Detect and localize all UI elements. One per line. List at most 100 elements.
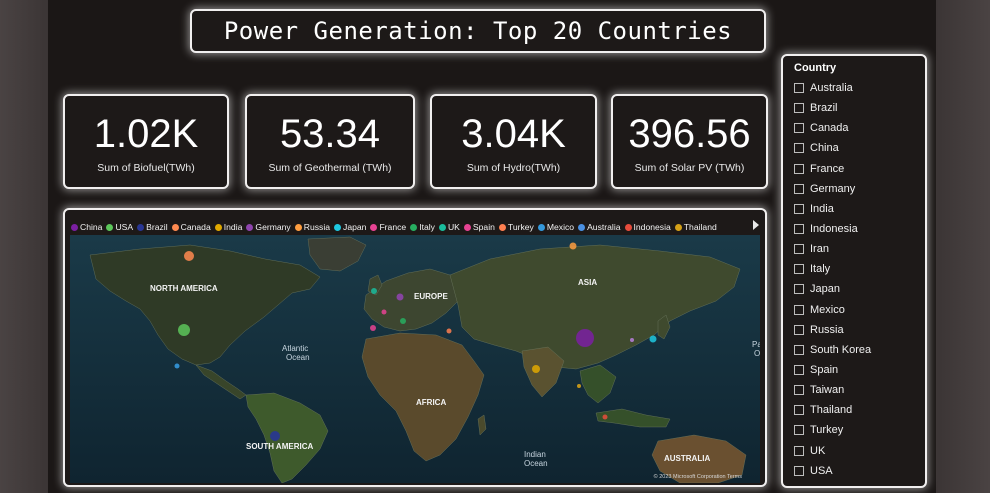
legend-item[interactable]: Canada — [171, 222, 211, 232]
checkbox-icon[interactable] — [794, 224, 804, 235]
slicer-header: Country — [794, 62, 837, 74]
legend-item[interactable]: Mexico — [537, 222, 574, 232]
checkbox-icon[interactable] — [794, 445, 804, 456]
slicer-item[interactable]: South Korea — [794, 340, 871, 360]
checkbox-icon[interactable] — [794, 264, 804, 275]
slicer-item[interactable]: India — [794, 199, 871, 219]
slicer-item[interactable]: Thailand — [794, 400, 871, 420]
checkbox-icon[interactable] — [794, 163, 804, 174]
slicer-item[interactable]: Japan — [794, 279, 871, 299]
slicer-item[interactable]: China — [794, 138, 871, 158]
checkbox-icon[interactable] — [794, 83, 804, 94]
bubble-brazil[interactable] — [270, 431, 280, 441]
checkbox-icon[interactable] — [794, 183, 804, 194]
checkbox-icon[interactable] — [794, 465, 804, 476]
ocean-label-indian-2: Ocean — [524, 459, 548, 468]
legend-label: Italy — [419, 222, 435, 232]
slicer-item[interactable]: Turkey — [794, 420, 871, 440]
kpi-card-biofuel[interactable]: 1.02K Sum of Biofuel(TWh) — [63, 94, 229, 189]
legend-dot-icon — [463, 223, 471, 231]
checkbox-icon[interactable] — [794, 103, 804, 114]
bubble-turkey[interactable] — [446, 328, 452, 334]
kpi-card-geothermal[interactable]: 53.34 Sum of Geothermal (TWh) — [245, 94, 415, 189]
bubble-china[interactable] — [576, 329, 594, 347]
legend-item[interactable]: Australia — [578, 222, 621, 232]
bubble-south-korea[interactable] — [630, 338, 634, 342]
slicer-item[interactable]: Canada — [794, 118, 871, 138]
slicer-item-label: USA — [810, 464, 833, 477]
checkbox-icon[interactable] — [794, 123, 804, 134]
legend-item[interactable]: France — [370, 222, 406, 232]
bubble-italy[interactable] — [400, 318, 406, 324]
slicer-item[interactable]: France — [794, 159, 871, 179]
slicer-item[interactable]: Italy — [794, 259, 871, 279]
checkbox-icon[interactable] — [794, 344, 804, 355]
legend-item[interactable]: Turkey — [498, 222, 534, 232]
legend-dot-icon — [137, 223, 145, 231]
right-margin — [936, 0, 990, 493]
bubble-mexico[interactable] — [174, 363, 180, 369]
bubble-germany[interactable] — [396, 293, 404, 301]
legend-item[interactable]: Brazil — [137, 222, 168, 232]
slicer-item[interactable]: Germany — [794, 179, 871, 199]
checkbox-icon[interactable] — [794, 304, 804, 315]
slicer-item-label: Brazil — [810, 102, 838, 115]
legend-item[interactable]: Russia — [294, 222, 330, 232]
legend-dot-icon — [106, 223, 114, 231]
kpi-card-hydro[interactable]: 3.04K Sum of Hydro(TWh) — [430, 94, 597, 189]
slicer-item[interactable]: USA — [794, 461, 871, 481]
slicer-item[interactable]: Spain — [794, 360, 871, 380]
checkbox-icon[interactable] — [794, 244, 804, 255]
bubble-france[interactable] — [381, 309, 387, 315]
bubble-thailand[interactable] — [577, 384, 581, 388]
bubble-spain[interactable] — [370, 325, 376, 331]
legend-item[interactable]: Thailand — [674, 222, 717, 232]
checkbox-icon[interactable] — [794, 284, 804, 295]
legend-item[interactable]: UK — [438, 222, 460, 232]
world-map[interactable]: NORTH AMERICA SOUTH AMERICA EUROPE ASIA … — [70, 235, 760, 483]
slicer-item[interactable]: Brazil — [794, 98, 871, 118]
slicer-item-label: China — [810, 142, 839, 155]
legend-item[interactable]: Indonesia — [624, 222, 671, 232]
land-madagascar — [477, 414, 487, 436]
bubble-russia[interactable] — [569, 242, 577, 250]
checkbox-icon[interactable] — [794, 425, 804, 436]
bubble-indonesia[interactable] — [602, 414, 608, 420]
bubble-canada[interactable] — [184, 251, 194, 261]
checkbox-icon[interactable] — [794, 324, 804, 335]
legend-item[interactable]: USA — [106, 222, 133, 232]
region-label-north-america: NORTH AMERICA — [150, 284, 218, 293]
land-southeast-asia — [579, 364, 617, 404]
legend-item[interactable]: Germany — [246, 222, 291, 232]
bubble-japan[interactable] — [649, 335, 657, 343]
checkbox-icon[interactable] — [794, 143, 804, 154]
region-label-europe: EUROPE — [414, 292, 448, 301]
checkbox-icon[interactable] — [794, 203, 804, 214]
bubble-usa[interactable] — [178, 324, 190, 336]
slicer-item[interactable]: Indonesia — [794, 219, 871, 239]
slicer-item[interactable]: Russia — [794, 320, 871, 340]
kpi-card-solar-pv[interactable]: 396.56 Sum of Solar PV (TWh) — [611, 94, 768, 189]
legend-item[interactable]: China — [71, 222, 102, 232]
legend-dot-icon — [214, 223, 222, 231]
slicer-item[interactable]: Taiwan — [794, 380, 871, 400]
slicer-item[interactable]: Mexico — [794, 300, 871, 320]
checkbox-icon[interactable] — [794, 385, 804, 396]
slicer-item-label: Spain — [810, 364, 839, 377]
legend-item[interactable]: Italy — [410, 222, 435, 232]
legend-next-arrow-icon[interactable] — [753, 220, 759, 230]
legend-item[interactable]: India — [214, 222, 242, 232]
map-visual[interactable]: China USA Brazil Canada India Germany Russia Ja… — [63, 208, 767, 487]
legend-item[interactable]: Japan — [334, 222, 366, 232]
legend-dot-icon — [71, 223, 78, 231]
bubble-india[interactable] — [532, 365, 540, 373]
bubble-uk[interactable] — [371, 288, 377, 294]
legend-item[interactable]: Spain — [463, 222, 495, 232]
slicer-item[interactable]: UK — [794, 441, 871, 461]
slicer-item[interactable]: Australia — [794, 78, 871, 98]
slicer-item[interactable]: Iran — [794, 239, 871, 259]
checkbox-icon[interactable] — [794, 365, 804, 376]
slicer-item-label: South Korea — [810, 343, 872, 356]
land-north-america — [89, 244, 321, 366]
checkbox-icon[interactable] — [794, 405, 804, 416]
